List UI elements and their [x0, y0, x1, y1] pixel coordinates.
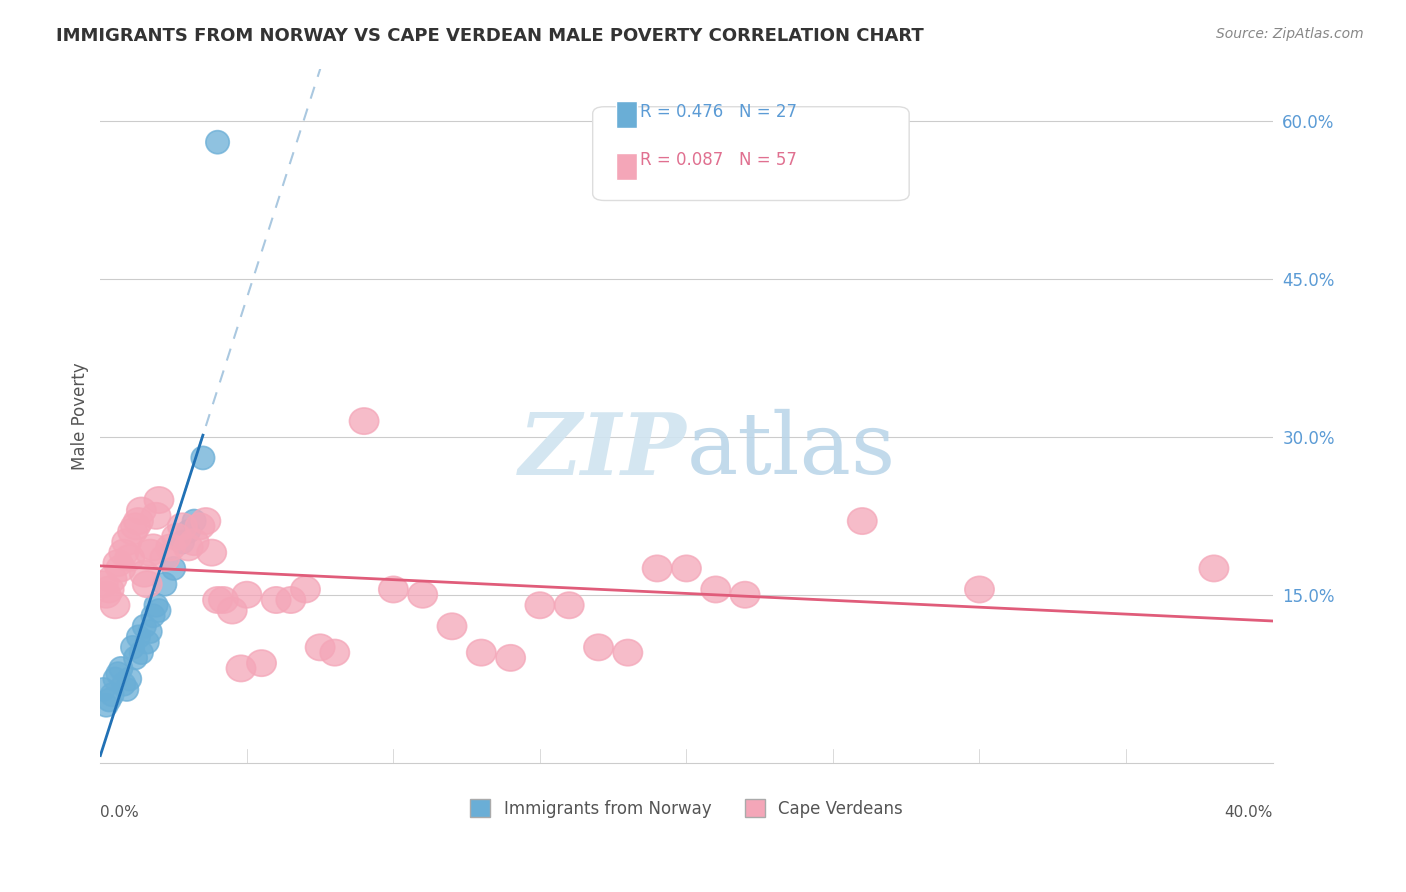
Ellipse shape — [142, 604, 165, 627]
Ellipse shape — [115, 545, 145, 571]
Ellipse shape — [121, 636, 145, 659]
Ellipse shape — [437, 613, 467, 640]
Ellipse shape — [702, 576, 730, 603]
Ellipse shape — [129, 560, 159, 587]
Ellipse shape — [138, 620, 162, 643]
Ellipse shape — [135, 631, 159, 654]
Ellipse shape — [191, 446, 215, 469]
Ellipse shape — [135, 540, 165, 566]
Ellipse shape — [94, 576, 124, 603]
Ellipse shape — [145, 594, 167, 617]
Ellipse shape — [202, 587, 232, 613]
Ellipse shape — [97, 689, 121, 712]
Ellipse shape — [173, 534, 202, 560]
Ellipse shape — [142, 503, 170, 529]
Ellipse shape — [100, 683, 124, 706]
Ellipse shape — [124, 508, 153, 534]
Text: ZIP: ZIP — [519, 409, 686, 492]
Ellipse shape — [672, 556, 702, 582]
Ellipse shape — [218, 598, 247, 624]
Text: R = 0.087   N = 57: R = 0.087 N = 57 — [640, 152, 796, 169]
Ellipse shape — [162, 557, 186, 580]
Ellipse shape — [110, 540, 138, 566]
Ellipse shape — [247, 650, 276, 676]
Ellipse shape — [848, 508, 877, 534]
Ellipse shape — [291, 576, 321, 603]
Ellipse shape — [167, 513, 197, 540]
Text: 0.0%: 0.0% — [100, 805, 139, 820]
Ellipse shape — [127, 498, 156, 524]
Ellipse shape — [177, 520, 200, 543]
Ellipse shape — [183, 509, 205, 533]
Ellipse shape — [554, 592, 583, 618]
Ellipse shape — [730, 582, 759, 607]
Ellipse shape — [91, 582, 121, 607]
Ellipse shape — [103, 550, 132, 576]
Ellipse shape — [94, 694, 118, 717]
Legend: Immigrants from Norway, Cape Verdeans: Immigrants from Norway, Cape Verdeans — [464, 793, 910, 824]
Ellipse shape — [107, 662, 129, 685]
Text: R = 0.476   N = 27: R = 0.476 N = 27 — [640, 103, 797, 120]
Ellipse shape — [180, 529, 208, 556]
Ellipse shape — [1199, 556, 1229, 582]
Ellipse shape — [232, 582, 262, 607]
Ellipse shape — [112, 673, 135, 696]
Ellipse shape — [378, 576, 408, 603]
Ellipse shape — [197, 540, 226, 566]
Ellipse shape — [118, 518, 148, 545]
Ellipse shape — [91, 678, 115, 701]
Ellipse shape — [112, 529, 142, 556]
Ellipse shape — [138, 534, 167, 560]
Ellipse shape — [191, 508, 221, 534]
Ellipse shape — [305, 634, 335, 660]
Text: 40.0%: 40.0% — [1225, 805, 1272, 820]
Ellipse shape — [643, 556, 672, 582]
Ellipse shape — [321, 640, 350, 665]
Ellipse shape — [965, 576, 994, 603]
Ellipse shape — [127, 625, 150, 648]
Ellipse shape — [97, 566, 127, 592]
Text: atlas: atlas — [686, 409, 896, 492]
Ellipse shape — [226, 656, 256, 681]
Ellipse shape — [121, 513, 150, 540]
Y-axis label: Male Poverty: Male Poverty — [72, 362, 89, 469]
Ellipse shape — [276, 587, 305, 613]
Ellipse shape — [132, 615, 156, 638]
Ellipse shape — [170, 531, 194, 554]
Ellipse shape — [103, 667, 127, 690]
Ellipse shape — [107, 556, 135, 582]
Ellipse shape — [124, 647, 148, 670]
Ellipse shape — [350, 408, 378, 434]
Ellipse shape — [205, 130, 229, 153]
Ellipse shape — [129, 641, 153, 665]
Ellipse shape — [467, 640, 496, 665]
Text: Source: ZipAtlas.com: Source: ZipAtlas.com — [1216, 27, 1364, 41]
Ellipse shape — [118, 667, 142, 690]
Ellipse shape — [132, 571, 162, 598]
Ellipse shape — [156, 534, 186, 560]
Ellipse shape — [162, 524, 191, 550]
Ellipse shape — [496, 645, 526, 671]
Ellipse shape — [89, 571, 118, 598]
Text: IMMIGRANTS FROM NORWAY VS CAPE VERDEAN MALE POVERTY CORRELATION CHART: IMMIGRANTS FROM NORWAY VS CAPE VERDEAN M… — [56, 27, 924, 45]
Ellipse shape — [100, 592, 129, 618]
Ellipse shape — [110, 657, 132, 680]
Ellipse shape — [186, 513, 215, 540]
Ellipse shape — [115, 678, 138, 701]
FancyBboxPatch shape — [616, 101, 637, 128]
Ellipse shape — [408, 582, 437, 607]
Ellipse shape — [526, 592, 554, 618]
Ellipse shape — [148, 599, 170, 622]
Ellipse shape — [613, 640, 643, 665]
Ellipse shape — [208, 587, 238, 613]
FancyBboxPatch shape — [593, 107, 910, 201]
Ellipse shape — [262, 587, 291, 613]
FancyBboxPatch shape — [616, 153, 637, 179]
Ellipse shape — [150, 545, 180, 571]
Ellipse shape — [145, 487, 173, 513]
Ellipse shape — [583, 634, 613, 660]
Ellipse shape — [153, 573, 177, 596]
